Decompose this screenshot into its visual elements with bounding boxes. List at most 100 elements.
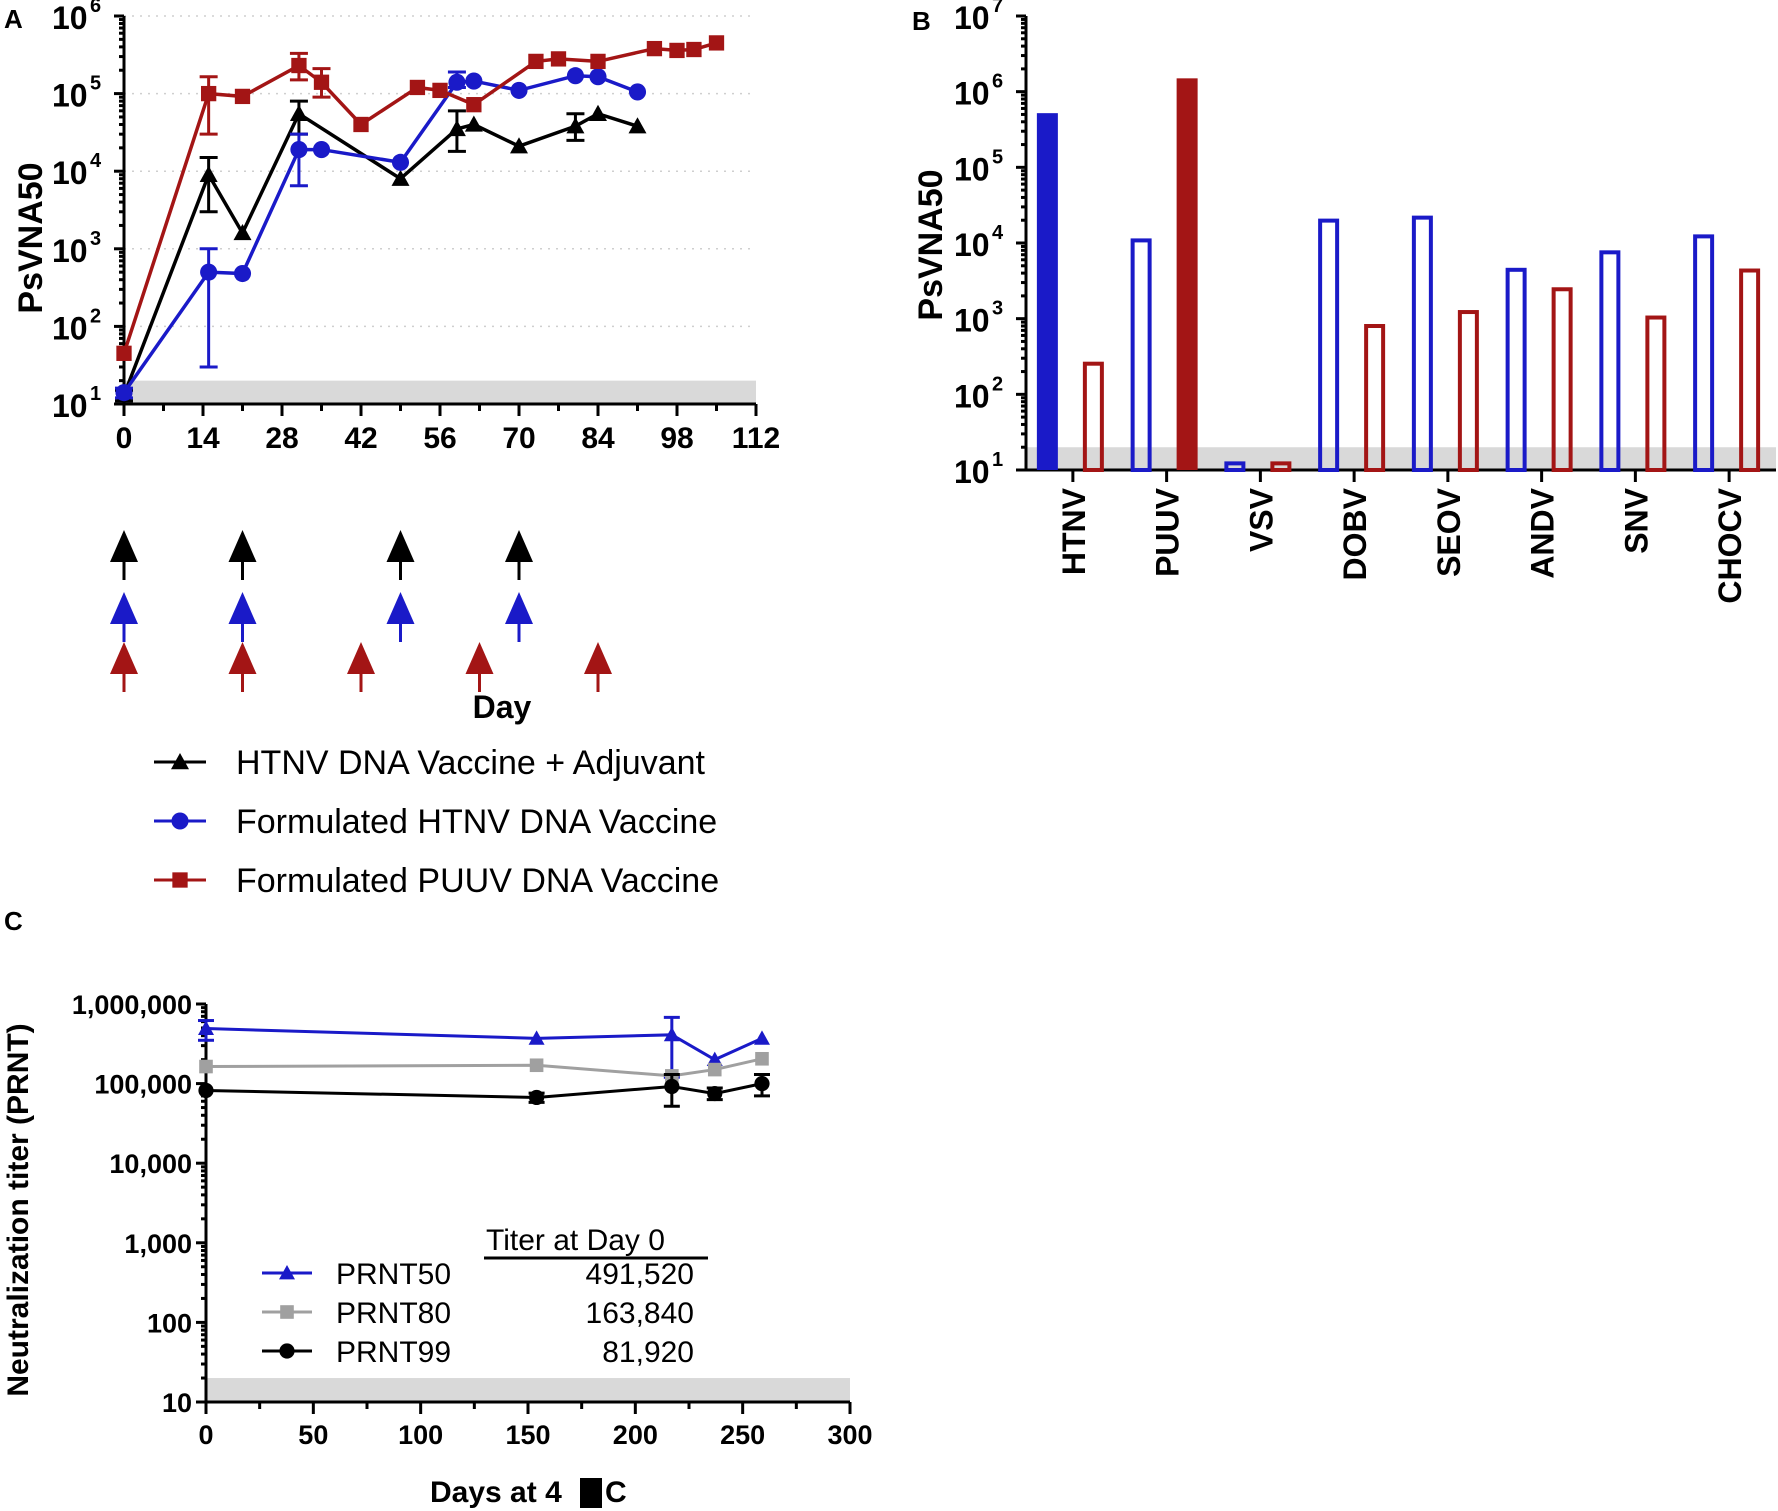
y-tick-label-exponent: 6 bbox=[992, 71, 1003, 93]
bar bbox=[1645, 315, 1667, 472]
bar bbox=[1036, 113, 1058, 470]
vaccination-arrow-icon bbox=[228, 642, 257, 692]
x-tick-label: SEOV bbox=[1431, 487, 1467, 577]
vaccination-arrow-icon bbox=[110, 530, 138, 580]
x-tick-label: 250 bbox=[720, 1420, 765, 1450]
vaccination-arrow-icon bbox=[386, 592, 415, 642]
y-tick-label-exponent: 2 bbox=[90, 305, 101, 327]
y-tick-label-exponent: 3 bbox=[90, 228, 101, 250]
vaccination-arrow-icon bbox=[465, 642, 494, 692]
arrow-head bbox=[505, 592, 533, 624]
data-point bbox=[628, 117, 647, 134]
data-point bbox=[528, 1030, 545, 1045]
arrow-head bbox=[228, 530, 257, 562]
bar bbox=[1318, 218, 1340, 472]
y-tick-label-exponent: 5 bbox=[90, 73, 101, 95]
series-0 bbox=[115, 99, 647, 403]
x-tick-label: 28 bbox=[265, 422, 298, 455]
panel-b-letter: B bbox=[912, 6, 931, 36]
series-1 bbox=[115, 67, 647, 402]
data-point bbox=[198, 1082, 214, 1099]
x-tick-label: SNV bbox=[1618, 487, 1654, 553]
y-tick-label-base: 10 bbox=[954, 76, 990, 112]
data-point bbox=[646, 40, 663, 57]
data-point bbox=[198, 1020, 214, 1035]
panel-a-chart: PsVNA50 Day 10 110 210 310 410 510 60 14 28 42 56 7… bbox=[12, 0, 780, 725]
data-point bbox=[707, 1085, 723, 1102]
y-tick-label-base: 10 bbox=[954, 378, 990, 414]
x-tick-label: 84 bbox=[581, 422, 615, 455]
series-line bbox=[122, 111, 639, 396]
panel-c-y-label: Neutralization titer (PRNT) bbox=[2, 1023, 35, 1396]
y-tick-label: 100,000 bbox=[94, 1070, 192, 1100]
y-tick-label-exponent: 7 bbox=[992, 0, 1003, 17]
y-tick-label-base: 10 bbox=[52, 78, 88, 114]
data-point bbox=[233, 223, 252, 241]
lod-band bbox=[206, 1378, 850, 1402]
data-point bbox=[409, 79, 426, 96]
series-0 bbox=[198, 1015, 770, 1079]
data-point bbox=[465, 72, 483, 90]
legend-label: Formulated PUUV DNA Vaccine bbox=[236, 862, 719, 900]
data-point bbox=[510, 81, 528, 99]
arrow-head bbox=[347, 642, 375, 674]
data-point bbox=[550, 51, 567, 67]
lod-band bbox=[124, 380, 756, 404]
legend-header: Titer at Day 0 bbox=[486, 1224, 665, 1257]
vaccination-arrow-icon bbox=[228, 530, 257, 580]
legend-marker bbox=[280, 1305, 294, 1319]
panel-c-letter: C bbox=[4, 906, 23, 936]
panel-c-legend: Titer at Day 0 PRNT50 491,520 PRNT80 163,840… bbox=[262, 1224, 708, 1369]
data-point bbox=[528, 53, 544, 70]
series-1 bbox=[199, 1051, 769, 1083]
y-tick-label: 10,000 bbox=[109, 1149, 192, 1179]
x-tick-label: 98 bbox=[660, 422, 693, 455]
data-point bbox=[708, 35, 725, 51]
data-point bbox=[391, 169, 410, 186]
data-point bbox=[432, 82, 448, 99]
x-tick-label: 0 bbox=[198, 1420, 213, 1450]
data-point bbox=[589, 68, 607, 86]
x-tick-label: 300 bbox=[827, 1420, 872, 1450]
legend-value: 81,920 bbox=[602, 1336, 694, 1369]
x-tick-label: 42 bbox=[344, 422, 377, 455]
lod-band bbox=[1026, 447, 1776, 470]
x-tick-label: VSV bbox=[1243, 487, 1279, 552]
bar bbox=[1505, 267, 1527, 472]
series-line bbox=[205, 1027, 763, 1062]
x-tick-label: HTNV bbox=[1056, 487, 1092, 575]
data-point bbox=[566, 67, 584, 85]
y-tick-label-exponent: 1 bbox=[90, 383, 101, 405]
y-tick-label-exponent: 1 bbox=[992, 449, 1003, 471]
legend-marker bbox=[172, 872, 188, 888]
x-tick-label: 200 bbox=[613, 1420, 658, 1450]
y-tick-label-base: 10 bbox=[52, 310, 88, 346]
bar bbox=[1411, 215, 1433, 472]
y-tick-label-exponent: 5 bbox=[992, 146, 1003, 168]
y-tick-label-exponent: 4 bbox=[992, 222, 1004, 244]
data-point bbox=[116, 345, 132, 361]
y-tick-label-base: 10 bbox=[52, 155, 88, 191]
legend-label: PRNT99 bbox=[336, 1336, 451, 1369]
x-tick-label: 14 bbox=[186, 422, 220, 455]
vaccination-arrow-icon bbox=[386, 530, 415, 580]
data-point bbox=[464, 115, 483, 132]
y-tick-label-base: 10 bbox=[52, 233, 88, 269]
panel-a-x-label: Day bbox=[473, 689, 532, 725]
x-tick-label: 0 bbox=[116, 422, 133, 455]
y-tick-label-base: 10 bbox=[954, 227, 990, 263]
x-tick-label: 150 bbox=[505, 1420, 550, 1450]
panel-a-y-label: PsVNA50 bbox=[12, 162, 50, 313]
data-point bbox=[590, 53, 606, 70]
panel-c-x-label-suffix: C bbox=[605, 1476, 627, 1509]
data-point bbox=[313, 74, 330, 90]
x-tick-label: ANDV bbox=[1525, 487, 1561, 578]
bar bbox=[1457, 310, 1479, 472]
data-point bbox=[234, 88, 251, 105]
data-point bbox=[200, 263, 218, 281]
bar bbox=[1551, 287, 1573, 473]
data-point bbox=[199, 165, 218, 182]
y-tick-label: 1,000 bbox=[124, 1229, 192, 1259]
data-point bbox=[510, 137, 528, 154]
